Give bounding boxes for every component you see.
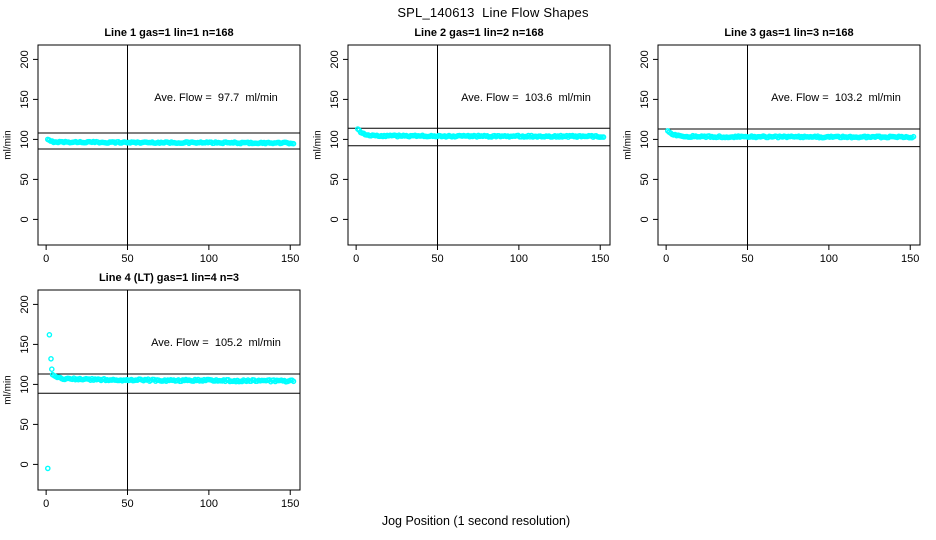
x-tick-label: 100 bbox=[510, 253, 528, 265]
flow-panel-4: 0 50 100 150 0 50 100 150 200 ml/min Line 4 (LT) g… bbox=[3, 272, 301, 510]
y-axis-unit-label: ml/min bbox=[623, 130, 634, 159]
x-tick-label: 100 bbox=[820, 253, 838, 265]
panel-title: Line 2 gas=1 lin=2 n=168 bbox=[414, 27, 543, 39]
y-tick-label: 50 bbox=[639, 173, 651, 185]
flow-panel-1: 0 50 100 150 0 50 100 150 200 ml/min Line 1 gas=1 … bbox=[3, 27, 301, 265]
x-tick-label: 50 bbox=[121, 253, 133, 265]
x-tick-label: 0 bbox=[353, 253, 359, 265]
outlier-point bbox=[45, 465, 51, 472]
data-point bbox=[290, 378, 297, 385]
plot-box bbox=[657, 44, 921, 246]
y-tick-label: 50 bbox=[19, 418, 31, 430]
y-tick-label: 200 bbox=[19, 50, 31, 68]
y-tick-label: 50 bbox=[329, 173, 341, 185]
outlier-point bbox=[46, 332, 53, 338]
ave-flow-annotation: Ave. Flow = 97.7 ml/min bbox=[154, 92, 278, 104]
data-point bbox=[290, 140, 297, 147]
flow-panel-3: 0 50 100 150 0 50 100 150 200 ml/min Line 3 gas=1 … bbox=[623, 27, 921, 265]
y-tick-label: 200 bbox=[329, 50, 341, 68]
y-tick-label: 0 bbox=[329, 216, 341, 222]
ave-flow-annotation: Ave. Flow = 103.2 ml/min bbox=[771, 92, 901, 104]
x-tick-label: 0 bbox=[663, 253, 669, 265]
plot-box bbox=[347, 44, 611, 246]
x-tick-label: 150 bbox=[281, 498, 299, 510]
outlier-point bbox=[49, 366, 55, 372]
panel-title: Line 3 gas=1 lin=3 n=168 bbox=[724, 27, 853, 39]
y-tick-label: 150 bbox=[19, 335, 31, 353]
y-tick-label: 0 bbox=[639, 216, 651, 222]
y-tick-label: 150 bbox=[639, 90, 651, 108]
panel-title: Line 4 (LT) gas=1 lin=4 n=3 bbox=[99, 272, 239, 284]
y-tick-label: 0 bbox=[19, 461, 31, 467]
flow-panel-2: 0 50 100 150 0 50 100 150 200 ml/min Line 2 gas=1 … bbox=[313, 27, 611, 265]
x-tick-label: 100 bbox=[200, 253, 218, 265]
panel-title: Line 1 gas=1 lin=1 n=168 bbox=[104, 27, 233, 39]
ave-flow-annotation: Ave. Flow = 103.6 ml/min bbox=[461, 92, 591, 104]
y-tick-label: 0 bbox=[19, 216, 31, 222]
data-point bbox=[600, 134, 607, 140]
outlier-point bbox=[48, 356, 54, 362]
chart-title: SPL_140613 Line Flow Shapes bbox=[397, 5, 589, 20]
x-tick-label: 100 bbox=[200, 498, 218, 510]
x-tick-label: 50 bbox=[741, 253, 753, 265]
y-tick-label: 100 bbox=[639, 130, 651, 148]
y-tick-label: 200 bbox=[19, 295, 31, 313]
data-point bbox=[910, 133, 917, 140]
x-tick-label: 150 bbox=[901, 253, 919, 265]
y-axis-unit-label: ml/min bbox=[313, 130, 324, 159]
y-tick-label: 50 bbox=[19, 173, 31, 185]
x-tick-label: 50 bbox=[121, 498, 133, 510]
plot-box bbox=[37, 289, 301, 491]
y-axis-unit-label: ml/min bbox=[3, 375, 14, 404]
x-tick-label: 150 bbox=[591, 253, 609, 265]
y-tick-label: 100 bbox=[19, 130, 31, 148]
plot-box bbox=[37, 44, 301, 246]
y-axis-unit-label: ml/min bbox=[3, 130, 14, 159]
y-tick-label: 100 bbox=[329, 130, 341, 148]
y-tick-label: 100 bbox=[19, 375, 31, 393]
x-tick-label: 0 bbox=[43, 498, 49, 510]
y-tick-label: 150 bbox=[329, 90, 341, 108]
y-tick-label: 150 bbox=[19, 90, 31, 108]
ave-flow-annotation: Ave. Flow = 105.2 ml/min bbox=[151, 337, 281, 349]
x-tick-label: 150 bbox=[281, 253, 299, 265]
x-tick-label: 0 bbox=[43, 253, 49, 265]
x-axis-label: Jog Position (1 second resolution) bbox=[381, 514, 571, 528]
y-tick-label: 200 bbox=[639, 50, 651, 68]
x-tick-label: 50 bbox=[431, 253, 443, 265]
